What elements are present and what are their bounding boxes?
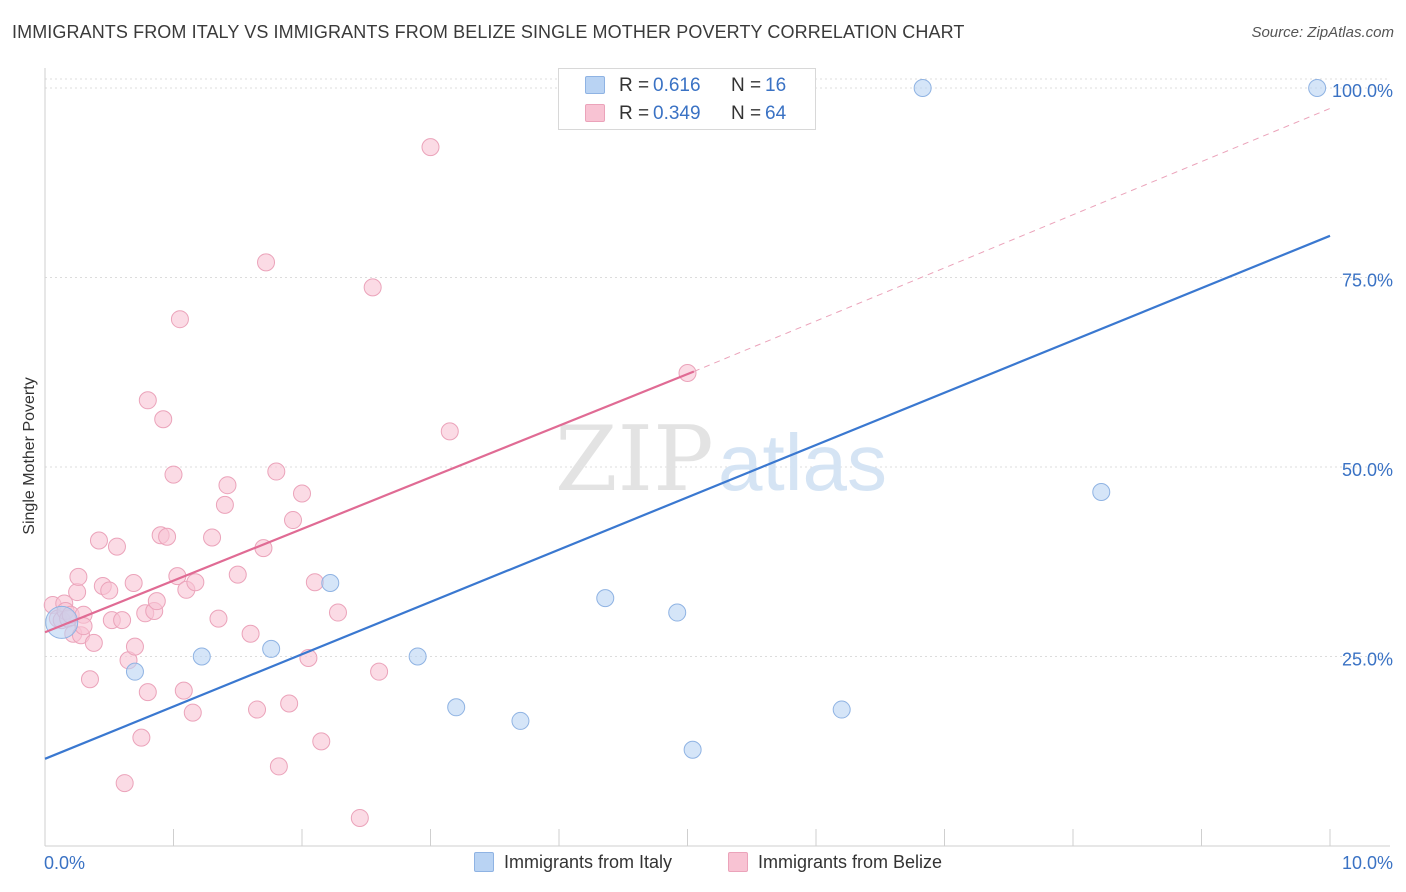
belize-point <box>113 611 132 630</box>
belize-point <box>115 774 134 793</box>
belize-point <box>84 633 103 652</box>
gridlines <box>45 78 1390 657</box>
legend-n-key: N = <box>731 75 762 96</box>
belize-point <box>241 624 260 643</box>
y-tick-label: 75.0% <box>1342 271 1393 291</box>
bottom-legend-italy: Immigrants from Italy <box>474 852 672 873</box>
belize-point <box>138 391 157 410</box>
belize-point <box>89 531 108 550</box>
y-tick-label: 100.0% <box>1332 81 1393 101</box>
belize-trend-line <box>44 370 695 634</box>
belize-point <box>124 573 143 592</box>
italy-point <box>668 603 687 622</box>
belize-point <box>305 573 324 592</box>
belize-point <box>280 694 299 713</box>
belize-legend-swatch <box>728 852 748 872</box>
legend-belize-n: 64 <box>765 103 787 124</box>
italy-point <box>913 79 932 97</box>
belize-point <box>100 581 119 600</box>
belize-point <box>174 681 193 700</box>
chart-title: IMMIGRANTS FROM ITALY VS IMMIGRANTS FROM… <box>12 22 965 42</box>
belize-point <box>69 567 88 586</box>
italy-point <box>262 639 281 658</box>
belize-point <box>350 808 369 827</box>
belize-point <box>203 528 222 547</box>
italy-point <box>45 605 79 639</box>
italy-point <box>321 573 340 592</box>
legend-r-key: R = <box>619 75 650 96</box>
belize-legend-label: Immigrants from Belize <box>758 852 943 872</box>
belize-point <box>269 757 288 776</box>
italy-legend-label: Immigrants from Italy <box>504 852 673 872</box>
belize-point <box>80 670 99 689</box>
belize-point <box>284 511 303 530</box>
legend-italy-r: 0.616 <box>653 75 701 96</box>
italy-point <box>596 589 615 608</box>
italy-point <box>1092 483 1111 502</box>
italy-point <box>447 698 466 717</box>
belize-point <box>186 573 205 592</box>
belize-points <box>43 138 697 827</box>
belize-point <box>363 278 382 297</box>
belize-point <box>215 495 234 514</box>
italy-points <box>45 74 1327 759</box>
belize-point <box>158 527 177 546</box>
belize-point <box>125 637 144 656</box>
y-tick-label: 50.0% <box>1342 460 1393 480</box>
italy-point <box>1308 79 1327 97</box>
belize-point <box>293 484 311 503</box>
belize-point <box>328 603 347 622</box>
watermark-atlas: atlas <box>718 418 887 507</box>
legend-italy-n: 16 <box>765 75 787 96</box>
italy-point <box>408 647 427 666</box>
italy-point <box>832 700 851 719</box>
legend-belize-r: 0.349 <box>653 103 701 124</box>
belize-point <box>183 703 202 722</box>
belize-point <box>209 609 228 628</box>
belize-point <box>138 683 157 702</box>
belize-point <box>440 422 459 441</box>
belize-point <box>257 253 276 272</box>
belize-point <box>248 700 267 719</box>
correlation-legend: R = 0.616 N = 16 R = 0.349 N = 64 <box>558 68 816 130</box>
legend-n-key: N = <box>731 103 762 124</box>
y-tick-label: 25.0% <box>1342 650 1393 670</box>
belize-point <box>132 728 151 747</box>
belize-point <box>228 565 247 584</box>
belize-point <box>154 410 173 429</box>
italy-trend-line <box>44 234 1331 760</box>
italy-point <box>125 662 144 681</box>
belize-point <box>107 537 126 556</box>
legend-r-key: R = <box>619 103 650 124</box>
belize-point <box>421 138 440 157</box>
italy-point <box>511 711 530 730</box>
watermark: ZIP atlas <box>555 407 887 512</box>
x-tick-label: 0.0% <box>44 853 85 873</box>
source-label: Source: ZipAtlas.com <box>1251 24 1394 41</box>
watermark-zip: ZIP <box>555 407 714 512</box>
belize-trend-extension <box>693 108 1331 372</box>
x-tick-label: 10.0% <box>1342 853 1393 873</box>
belize-swatch <box>585 104 605 122</box>
belize-point <box>164 465 183 484</box>
belize-point <box>267 462 286 481</box>
italy-point <box>683 740 702 759</box>
belize-point <box>370 662 389 681</box>
trend-lines <box>44 108 1331 760</box>
italy-swatch <box>585 76 605 94</box>
tick-labels: 25.0% 50.0% 75.0% 100.0% 0.0% 10.0% <box>44 81 1393 873</box>
italy-legend-swatch <box>474 852 494 872</box>
belize-point <box>170 310 189 329</box>
belize-point <box>218 476 237 495</box>
belize-point <box>147 592 166 611</box>
bottom-legend-belize: Immigrants from Belize <box>728 852 942 873</box>
italy-point <box>192 647 211 666</box>
axes <box>44 68 1390 847</box>
belize-point <box>312 732 331 751</box>
belize-point <box>68 583 87 602</box>
